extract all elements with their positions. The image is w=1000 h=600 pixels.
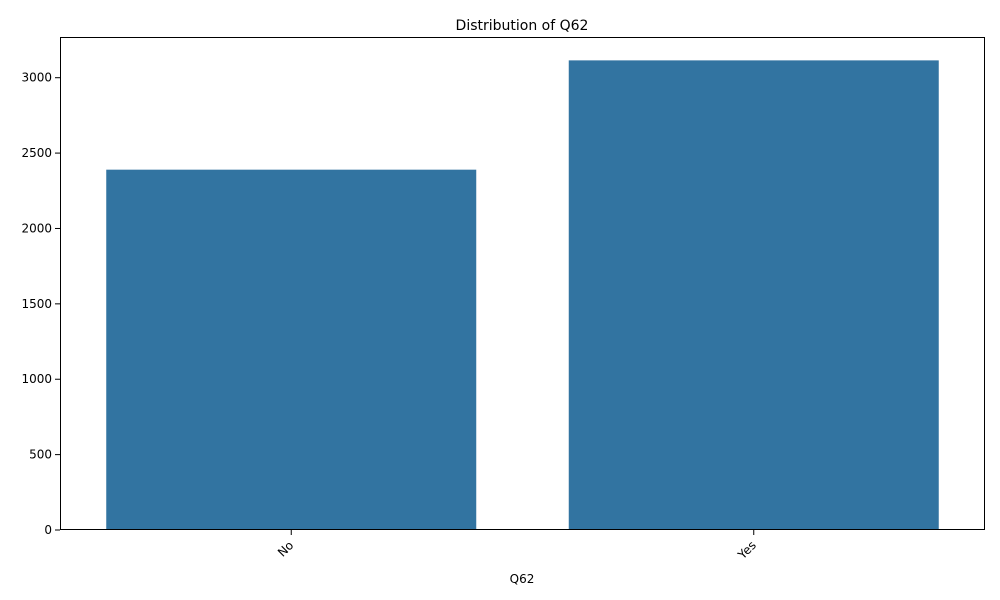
y-tick-label: 500: [29, 448, 52, 462]
x-tick-label-yes: Yes: [735, 538, 759, 562]
y-tick-label: 3000: [21, 71, 52, 85]
y-axis-ticks: 0 500 1000 1500 2000 2500 3000: [21, 71, 60, 537]
x-tick-label-no: No: [275, 538, 296, 559]
y-tick-label: 0: [44, 523, 52, 537]
chart-title: Distribution of Q62: [456, 18, 589, 34]
x-axis-label: Q62: [510, 572, 535, 586]
y-tick-label: 2000: [21, 221, 52, 235]
plot-frame: [60, 37, 985, 530]
y-tick-label: 1000: [21, 372, 52, 386]
bar-no: [106, 169, 477, 530]
y-tick-label: 2500: [21, 146, 52, 160]
y-tick-label: 1500: [21, 297, 52, 311]
bars-layer: [106, 60, 939, 530]
bar-yes: [568, 60, 939, 530]
x-axis-ticks: No Yes: [275, 530, 759, 563]
